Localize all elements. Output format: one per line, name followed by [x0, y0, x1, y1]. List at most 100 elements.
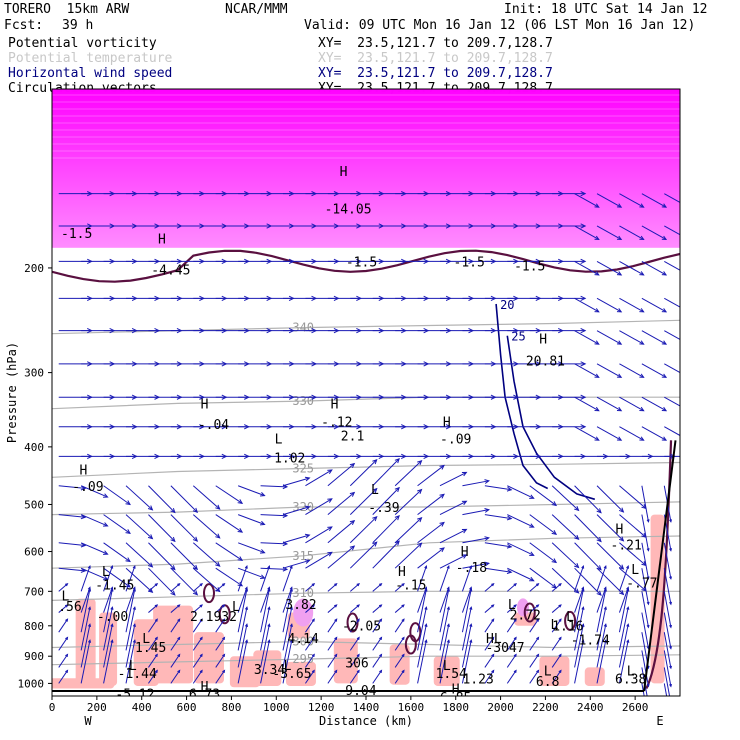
- circulation-vector-head: [237, 528, 244, 533]
- circulation-vector-head: [669, 519, 673, 523]
- circulation-vector-head: [154, 604, 159, 608]
- circulation-vector-head: [596, 537, 602, 543]
- theta-contour-label: 330: [292, 394, 314, 408]
- circulation-vector-head: [684, 271, 688, 274]
- circulation-vector-head: [639, 373, 645, 378]
- circulation-vector-head: [110, 606, 114, 610]
- circulation-vector: [349, 654, 360, 668]
- extremum-value: -.21: [611, 538, 642, 553]
- circulation-vector-head: [327, 469, 333, 474]
- circulation-vector-head: [506, 515, 513, 521]
- circulation-vector-head: [594, 340, 600, 345]
- circulation-vector-head: [64, 604, 69, 608]
- circulation-vector: [170, 637, 181, 651]
- circulation-vector: [237, 565, 248, 592]
- circulation-vector-head: [669, 665, 673, 670]
- fcst-label: Fcst:: [4, 18, 44, 33]
- extremum-marker: H: [443, 416, 451, 431]
- circulation-vector: [170, 618, 181, 633]
- circulation-vector: [574, 588, 584, 633]
- circulation-vector-head: [603, 623, 607, 627]
- circulation-vector: [641, 193, 667, 208]
- circulation-vector-head: [646, 576, 650, 580]
- circulation-vector: [619, 396, 644, 412]
- circulation-vector-head: [372, 516, 378, 522]
- y-tick-label: 400: [24, 441, 44, 454]
- circulation-vector: [148, 583, 158, 592]
- circulation-vector: [349, 637, 360, 651]
- circulation-vector: [507, 567, 534, 582]
- circulation-vector: [394, 583, 405, 592]
- circulation-vector-head: [327, 498, 333, 503]
- extremum-value: .56: [58, 600, 81, 615]
- circulation-vector-head: [110, 639, 114, 643]
- circulation-vector-head: [661, 436, 668, 441]
- circulation-vector: [574, 225, 600, 240]
- circulation-vector-head: [616, 340, 623, 345]
- extremum-marker: L: [544, 665, 552, 680]
- circulation-vector-head: [417, 459, 423, 466]
- circulation-vector: [574, 426, 600, 441]
- circulation-vector: [529, 485, 557, 506]
- circulation-vector: [417, 547, 445, 569]
- circulation-vector: [574, 565, 584, 592]
- circulation-vector: [664, 330, 680, 340]
- circulation-vector: [170, 567, 198, 596]
- circulation-vector-head: [684, 374, 688, 377]
- circulation-vector-head: [244, 565, 248, 569]
- circulation-vector: [148, 618, 158, 633]
- circulation-vector-head: [417, 488, 423, 495]
- pv-contour-closed: [564, 610, 577, 631]
- theta-contour: [52, 501, 680, 516]
- circulation-vector-head: [594, 373, 600, 378]
- circulation-vector-head: [646, 519, 650, 523]
- extremum-value: 1.54: [436, 667, 467, 682]
- circulation-vector-head: [64, 583, 69, 587]
- circulation-vector-head: [461, 500, 468, 506]
- circulation-vector-head: [558, 618, 562, 622]
- extremum-value: -.39: [368, 501, 399, 516]
- circulation-vector-head: [199, 618, 203, 622]
- circulation-vector-head: [469, 623, 473, 627]
- circulation-vector-head: [491, 583, 495, 587]
- x-tick-label: 1400: [353, 701, 380, 714]
- circulation-vector: [619, 297, 644, 313]
- circulation-vector: [305, 604, 315, 613]
- circulation-vector-head: [199, 669, 203, 674]
- circulation-vector: [260, 588, 270, 633]
- extremum-value: 3.82: [285, 598, 316, 613]
- y-tick-label: 600: [24, 546, 44, 559]
- circulation-vector: [148, 514, 176, 542]
- circulation-vector: [551, 514, 579, 540]
- circulation-vector: [125, 542, 153, 568]
- x-tick-label: 600: [177, 701, 197, 714]
- circulation-vector-head: [469, 565, 473, 569]
- circulation-vector: [417, 587, 427, 613]
- extremum-value: 1.02: [274, 452, 305, 467]
- circulation-vector-head: [401, 618, 405, 622]
- circulation-vector-head: [199, 583, 203, 587]
- x-axis-label: Distance (km): [319, 714, 413, 728]
- circulation-vector-head: [506, 569, 513, 575]
- extremum-marker: L: [508, 598, 516, 613]
- circulation-vector: [506, 637, 517, 651]
- circulation-vector: [372, 487, 400, 515]
- circulation-vector: [215, 670, 225, 684]
- circulation-vector: [574, 485, 602, 513]
- circulation-vector: [641, 363, 667, 378]
- circulation-vector: [484, 542, 512, 548]
- circulation-vector: [663, 612, 672, 649]
- circulation-vector-head: [513, 604, 517, 608]
- circulation-vector: [417, 465, 445, 487]
- extremum-value: 2.1932: [190, 610, 237, 625]
- circulation-vector-head: [147, 505, 154, 511]
- extremum-marker: H: [452, 683, 460, 698]
- circulation-vector: [596, 624, 607, 668]
- circulation-vector-head: [574, 534, 580, 541]
- circulation-vector-head: [580, 295, 587, 301]
- circulation-vector-head: [132, 639, 136, 643]
- circulation-vector-head: [401, 604, 405, 608]
- circulation-vector: [125, 565, 136, 592]
- pv-shading-maximum: [293, 598, 314, 627]
- extremum-value: -1.74: [571, 633, 610, 648]
